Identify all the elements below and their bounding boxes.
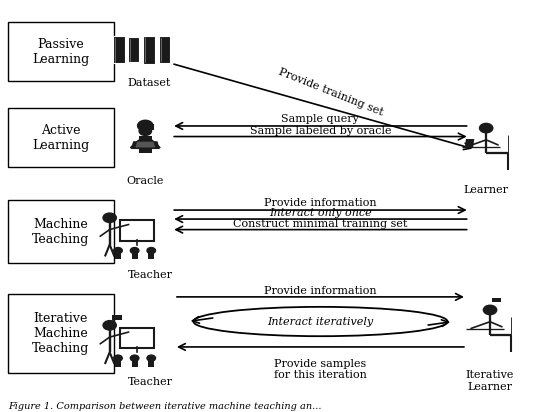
Circle shape: [138, 120, 153, 131]
Circle shape: [103, 213, 116, 222]
Text: Passive
Learning: Passive Learning: [32, 37, 89, 66]
Circle shape: [131, 248, 139, 254]
Text: Iterative
Machine
Teaching: Iterative Machine Teaching: [32, 312, 89, 355]
Polygon shape: [132, 251, 138, 259]
FancyBboxPatch shape: [8, 108, 113, 167]
Polygon shape: [115, 359, 121, 367]
FancyBboxPatch shape: [120, 328, 154, 349]
Polygon shape: [128, 37, 140, 63]
Text: Provide information: Provide information: [264, 286, 377, 296]
Circle shape: [147, 355, 156, 361]
Text: Figure 1. Comparison between iterative machine teaching an...: Figure 1. Comparison between iterative m…: [8, 402, 322, 411]
FancyBboxPatch shape: [120, 220, 154, 241]
Text: Construct minimal training set: Construct minimal training set: [233, 219, 408, 229]
Polygon shape: [138, 124, 153, 126]
Polygon shape: [148, 359, 155, 367]
Polygon shape: [112, 315, 122, 320]
Text: Teacher: Teacher: [128, 377, 174, 387]
Circle shape: [114, 355, 122, 361]
Polygon shape: [113, 36, 125, 63]
Text: Provide training set: Provide training set: [277, 67, 384, 117]
Circle shape: [479, 123, 493, 133]
Polygon shape: [159, 36, 170, 63]
Polygon shape: [136, 142, 155, 147]
Circle shape: [114, 248, 122, 254]
Polygon shape: [143, 35, 155, 64]
Text: Dataset: Dataset: [127, 78, 171, 88]
Circle shape: [147, 248, 156, 254]
Polygon shape: [115, 251, 121, 259]
Text: Machine
Teaching: Machine Teaching: [32, 218, 89, 246]
Text: Active
Learning: Active Learning: [32, 124, 89, 152]
Text: Provide information: Provide information: [264, 199, 377, 208]
Polygon shape: [148, 251, 155, 259]
FancyBboxPatch shape: [8, 200, 113, 263]
Text: Interact only once: Interact only once: [269, 208, 372, 218]
Polygon shape: [465, 139, 474, 147]
Polygon shape: [492, 298, 501, 302]
Text: Sample query: Sample query: [281, 114, 359, 124]
Polygon shape: [139, 136, 152, 153]
Circle shape: [131, 355, 139, 361]
Circle shape: [103, 321, 116, 330]
Text: Learner: Learner: [464, 185, 509, 194]
Polygon shape: [132, 359, 138, 367]
FancyBboxPatch shape: [8, 22, 113, 81]
Text: Oracle: Oracle: [127, 176, 164, 186]
Text: Sample labeled by oracle: Sample labeled by oracle: [249, 126, 391, 136]
FancyBboxPatch shape: [8, 294, 113, 372]
Text: Teacher: Teacher: [128, 270, 174, 280]
Text: Interact iteratively: Interact iteratively: [267, 316, 373, 327]
Circle shape: [139, 126, 151, 136]
Text: Iterative
Learner: Iterative Learner: [466, 370, 514, 392]
Text: Provide samples
for this iteration: Provide samples for this iteration: [274, 359, 367, 380]
Polygon shape: [138, 125, 153, 126]
Circle shape: [483, 305, 497, 315]
Polygon shape: [131, 141, 160, 149]
